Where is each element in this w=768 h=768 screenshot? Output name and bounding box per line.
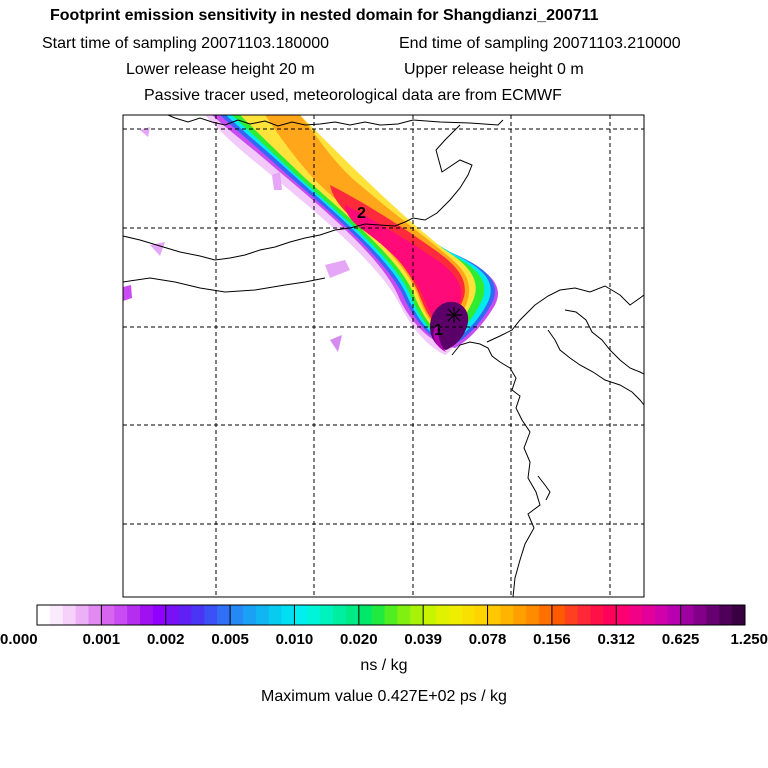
colorbar-cell	[448, 605, 463, 625]
colorbar-tick-label: 0.001	[83, 631, 121, 648]
speck-mid-2	[325, 260, 350, 278]
colorbar-cell	[152, 605, 167, 625]
colorbar-cell	[629, 605, 643, 625]
colorbar-cell	[62, 605, 77, 625]
colorbar-cell	[255, 605, 270, 625]
colorbar-cell	[88, 605, 102, 625]
colorbar-cell	[242, 605, 257, 625]
coastlines-borders	[123, 115, 644, 597]
release-site-marker	[446, 307, 462, 323]
colorbar-tick-label: 0.156	[533, 631, 571, 648]
marker-2-label: 2	[357, 205, 366, 222]
colorbar-cell	[513, 605, 527, 625]
colorbar-cell	[49, 605, 64, 625]
colorbar-cell	[384, 605, 398, 625]
colorbar-cell	[204, 605, 218, 625]
colorbar-cell	[268, 605, 283, 625]
colorbar-cell	[539, 605, 553, 625]
end-time: End time of sampling 20071103.210000	[399, 35, 681, 52]
footprint-map: 1 2	[122, 114, 645, 598]
colorbar-tick-label: 0.000	[0, 631, 38, 648]
colorbar-tick-label: 0.005	[211, 631, 249, 648]
colorbar-cell	[423, 605, 437, 625]
speck-north	[272, 172, 282, 190]
colorbar-tick-label: 0.625	[662, 631, 700, 648]
colorbar: 0.000 0.001 0.002 0.005 0.010 0.020 0.039 0.078…	[0, 604, 768, 648]
colorbar-cell	[101, 605, 115, 625]
colorbar-cell	[680, 605, 695, 625]
colorbar-cell	[345, 605, 360, 625]
map-frame	[122, 114, 645, 598]
colorbar-cell	[333, 605, 347, 625]
colorbar-cell	[307, 605, 321, 625]
colorbar-cell	[294, 605, 308, 625]
colorbar-cell	[436, 605, 450, 625]
colorbar-cell	[487, 605, 501, 625]
colorbar-cell	[114, 605, 128, 625]
speck-mid-3	[330, 335, 342, 352]
colorbar-cell	[165, 605, 180, 625]
colorbar-frame	[36, 604, 746, 626]
lower-release-height: Lower release height 20 m	[126, 61, 315, 78]
speck-mid-1	[150, 242, 165, 256]
colorbar-tick-label: 0.010	[276, 631, 314, 648]
colorbar-cell	[230, 605, 244, 625]
colorbar-cell	[217, 605, 231, 625]
colorbar-cell	[371, 605, 386, 625]
colorbar-cell	[693, 605, 707, 625]
colorbar-cell	[410, 605, 424, 625]
colorbar-tick-label: 1.250	[730, 631, 768, 648]
plume-core	[430, 301, 469, 350]
colorbar-cell	[127, 605, 141, 625]
sampling-times: Start time of sampling 20071103.180000 E…	[42, 35, 681, 53]
colorbar-cell	[526, 605, 540, 625]
colorbar-cell	[616, 605, 630, 625]
plume-layer	[123, 115, 498, 355]
colorbar-tick-label: 0.039	[404, 631, 442, 648]
colorbar-tick-label: 0.312	[597, 631, 635, 648]
colorbar-cell	[642, 605, 656, 625]
colorbar-cell	[37, 605, 51, 625]
colorbar-cell	[564, 605, 579, 625]
colorbar-cell	[320, 605, 334, 625]
colorbar-cell	[654, 605, 669, 625]
colorbar-cell	[732, 605, 746, 625]
colorbar-tick-label: 0.078	[469, 631, 507, 648]
colorbar-cell	[719, 605, 733, 625]
colorbar-tick-label: 0.002	[147, 631, 185, 648]
colorbar-cell	[139, 605, 154, 625]
colorbar-cell	[500, 605, 514, 625]
tracer-note: Passive tracer used, meteorological data…	[144, 87, 562, 104]
graticule	[123, 115, 644, 597]
colorbar-cell	[281, 605, 295, 625]
plot-title: Footprint emission sensitivity in nested…	[50, 7, 599, 24]
plume-band-magenta	[345, 205, 462, 328]
upper-release-height: Upper release height 0 m	[404, 61, 584, 78]
colorbar-cell	[706, 605, 720, 625]
colorbar-cell	[603, 605, 617, 625]
colorbar-cell	[551, 605, 566, 625]
colorbar-cell	[577, 605, 592, 625]
start-time: Start time of sampling 20071103.180000	[42, 35, 330, 52]
colorbar-unit: ns / kg	[360, 657, 408, 674]
colorbar-cell	[461, 605, 476, 625]
colorbar-cell	[75, 605, 89, 625]
marker-1-label: 1	[434, 322, 443, 339]
colorbar-cell	[397, 605, 411, 625]
speck-west	[123, 285, 132, 301]
colorbar-cell	[590, 605, 604, 625]
maximum-value: Maximum value 0.427E+02 ps / kg	[261, 688, 507, 705]
colorbar-cell	[191, 605, 205, 625]
colorbar-cell	[358, 605, 373, 625]
release-heights: Lower release height 20 m Upper release …	[126, 61, 584, 79]
colorbar-cell	[474, 605, 489, 625]
colorbar-cell	[667, 605, 682, 625]
colorbar-cell	[178, 605, 192, 625]
plume-core-edge	[433, 325, 446, 352]
colorbar-tick-label: 0.020	[340, 631, 378, 648]
